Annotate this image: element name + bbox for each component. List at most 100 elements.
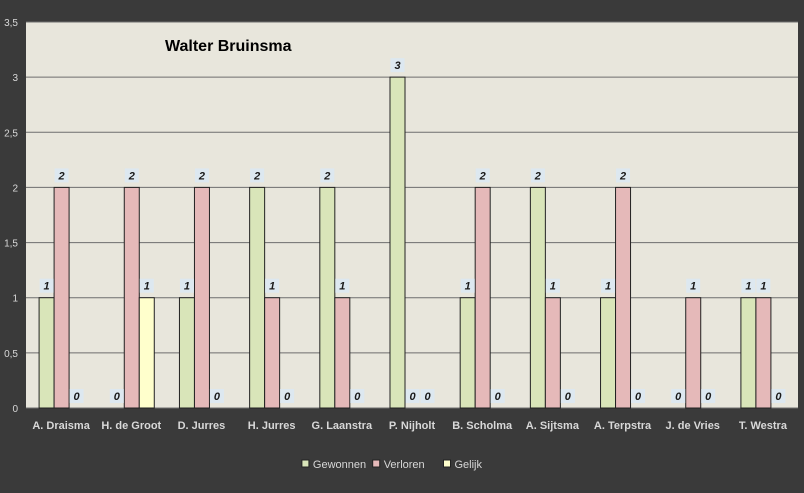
x-category-label: B. Scholma — [452, 420, 513, 432]
legend: Gewonnen Verloren Gelijk — [301, 459, 483, 471]
data-label-box — [631, 389, 646, 403]
data-label: 2 — [128, 170, 135, 182]
y-tick-label: 3,5 — [4, 18, 18, 29]
data-label-box — [139, 278, 154, 293]
data-label: 1 — [339, 281, 345, 293]
data-label-box — [616, 168, 631, 183]
bar-verloren — [685, 297, 702, 409]
data-label-box — [545, 278, 560, 293]
y-tick-label: 0 — [12, 404, 18, 415]
x-category-label: A. Draisma — [32, 420, 90, 432]
data-label-box — [265, 278, 280, 293]
data-label-box — [69, 389, 84, 403]
data-label: 1 — [745, 281, 751, 293]
data-label-box — [320, 168, 335, 183]
data-label: 0 — [635, 391, 642, 403]
y-tick-label: 1,5 — [4, 239, 18, 250]
bar-gewonnen — [459, 297, 476, 409]
bar-verloren — [755, 297, 772, 409]
data-label: 1 — [690, 281, 696, 293]
data-label: 0 — [214, 391, 221, 403]
data-label-box — [124, 168, 139, 183]
x-category-label: A. Sijtsma — [526, 420, 580, 432]
bars — [38, 76, 772, 409]
data-label: 0 — [424, 391, 431, 403]
data-label-box — [179, 278, 194, 293]
data-label-box — [280, 389, 295, 403]
x-category-label: A. Terpstra — [594, 420, 652, 432]
data-label-box — [460, 278, 475, 293]
data-label: 0 — [354, 391, 361, 403]
bar-verloren — [474, 186, 491, 409]
bar-gewonnen — [178, 297, 195, 409]
data-label: 0 — [74, 391, 81, 403]
bar-gewonnen — [740, 297, 757, 409]
bar-gewonnen — [249, 186, 266, 409]
legend-swatch — [443, 459, 451, 468]
bar-verloren — [53, 186, 70, 409]
bar-verloren — [264, 297, 281, 409]
data-label: 0 — [495, 391, 502, 403]
y-tick-label: 2 — [12, 183, 18, 194]
bar-verloren — [334, 297, 351, 409]
x-category-label: H. de Groot — [101, 420, 161, 432]
data-label: 1 — [44, 281, 50, 293]
legend-label: Gewonnen — [313, 459, 366, 471]
bar-verloren — [123, 186, 140, 409]
y-tick-label: 2,5 — [4, 128, 18, 139]
data-label: 3 — [394, 60, 400, 72]
data-label: 0 — [705, 391, 712, 403]
data-label: 1 — [605, 281, 611, 293]
data-label: 0 — [775, 391, 782, 403]
data-label-box — [335, 278, 350, 293]
data-label: 1 — [760, 281, 766, 293]
data-label-box — [420, 389, 435, 403]
data-label-box — [490, 389, 505, 403]
data-label-box — [390, 58, 405, 73]
data-label-box — [475, 168, 490, 183]
data-label-box — [54, 168, 69, 183]
x-category-label: D. Jurres — [178, 420, 226, 432]
data-label: 2 — [253, 170, 260, 182]
legend-label: Gelijk — [455, 459, 483, 471]
bar-gelijk — [138, 297, 155, 409]
legend-swatch — [372, 459, 381, 468]
x-category-label: J. de Vries — [666, 420, 720, 432]
data-label-box — [701, 389, 716, 403]
data-label: 0 — [565, 391, 572, 403]
x-category-label: G. Laanstra — [312, 420, 373, 432]
x-category-label: H. Jurres — [248, 420, 296, 432]
data-label-box — [671, 389, 686, 403]
data-label-box — [39, 278, 54, 293]
data-label-box — [109, 389, 124, 403]
data-label: 1 — [550, 281, 556, 293]
data-label: 2 — [534, 170, 541, 182]
data-label: 2 — [198, 170, 205, 182]
bar-gewonnen — [529, 186, 546, 409]
x-axis-categories: A. Draisma H. de Groot D. Jurres H. Jurres G… — [32, 420, 787, 432]
data-label-box — [560, 389, 575, 403]
data-label-box — [530, 168, 545, 183]
data-label-box — [209, 389, 224, 403]
bar-gewonnen — [389, 76, 406, 409]
data-label: 1 — [184, 281, 190, 293]
bar-gewonnen — [38, 297, 55, 409]
data-label-box — [771, 389, 786, 403]
data-label-box — [601, 278, 616, 293]
x-category-label: P. Nijholt — [389, 420, 436, 432]
data-label-box — [756, 278, 771, 293]
data-label: 2 — [479, 170, 486, 182]
data-label: 1 — [465, 281, 471, 293]
data-label: 0 — [409, 391, 416, 403]
data-label: 0 — [284, 391, 291, 403]
bar-gewonnen — [600, 297, 617, 409]
bar-verloren — [615, 186, 632, 409]
legend-label: Verloren — [384, 459, 425, 471]
data-label-box — [250, 168, 265, 183]
y-axis-ticks: 0 0,5 1 1,5 2 2,5 3 3,5 — [4, 18, 18, 415]
data-label: 1 — [144, 281, 150, 293]
bar-verloren — [544, 297, 561, 409]
